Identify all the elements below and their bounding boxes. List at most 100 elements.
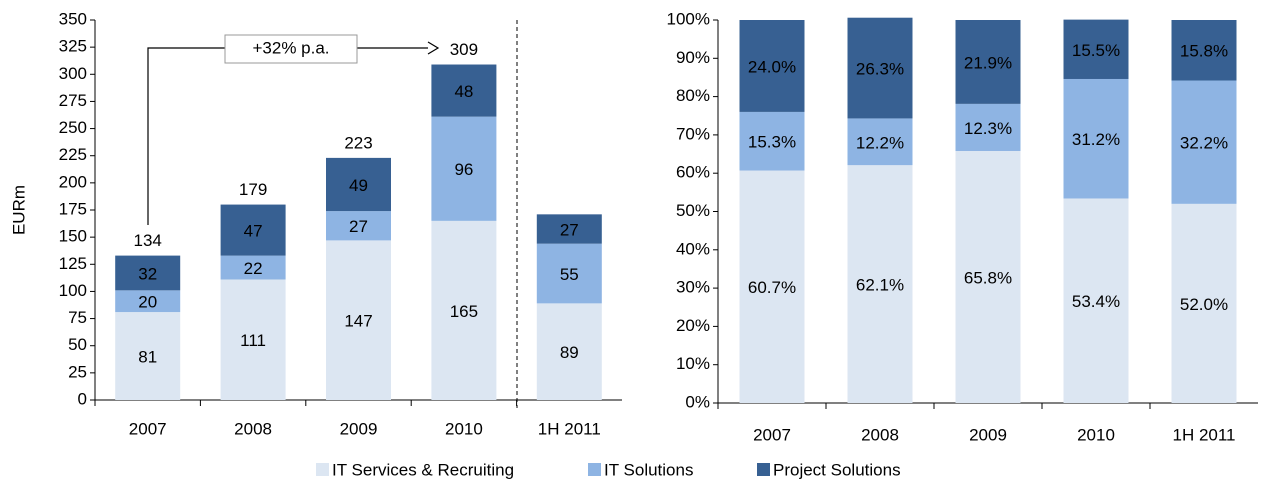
data-label: 165	[450, 302, 478, 321]
data-label: 96	[454, 160, 473, 179]
x-tick-label: 2008	[861, 425, 899, 444]
bar-segment	[431, 64, 497, 117]
bar-segment	[115, 255, 181, 291]
data-label: 27	[349, 217, 368, 236]
x-tick-label: 2007	[129, 419, 167, 438]
bar-segment	[739, 20, 805, 112]
data-label: 81	[138, 348, 157, 367]
data-label: 32.2%	[1180, 134, 1228, 153]
data-label: 111	[240, 331, 266, 350]
y-tick-label: 90%	[676, 48, 710, 67]
data-label: 48	[454, 82, 473, 101]
y-tick-label: 275	[59, 91, 87, 110]
y-tick-label: 20%	[676, 316, 710, 335]
y-tick-label: 25	[68, 362, 87, 381]
y-tick-label: 150	[59, 227, 87, 246]
bar-segment	[326, 211, 391, 241]
bar-segment	[847, 17, 913, 119]
x-tick-label: 1H 2011	[1172, 425, 1235, 444]
bar-segment	[847, 165, 913, 403]
y-tick-label: 10%	[676, 354, 710, 373]
legend-swatch	[757, 463, 770, 476]
legend-label: IT Services & Recruiting	[332, 460, 514, 479]
data-label: 12.2%	[856, 133, 904, 152]
y-tick-label: 200	[59, 172, 87, 191]
data-label: 32	[138, 264, 157, 283]
bar-segment	[1063, 19, 1129, 79]
arrow-head	[427, 41, 440, 55]
data-label: 53.4%	[1072, 292, 1120, 311]
legend-swatch	[588, 463, 601, 476]
total-label: 309	[450, 40, 478, 59]
total-label: 179	[239, 180, 267, 199]
y-tick-label: 250	[59, 118, 87, 137]
bar-segment	[1063, 198, 1129, 403]
x-tick-label: 2007	[753, 425, 791, 444]
y-tick-label: 75	[68, 308, 87, 327]
data-label: 20	[138, 293, 157, 312]
data-label: 147	[344, 312, 372, 331]
y-tick-label: 350	[59, 9, 87, 28]
data-label: 47	[244, 222, 263, 241]
y-tick-label: 300	[59, 64, 87, 83]
y-tick-label: 40%	[676, 239, 710, 258]
total-label: 134	[134, 231, 162, 250]
data-label: 15.5%	[1072, 41, 1120, 60]
y-tick-label: 325	[59, 37, 87, 56]
y-axis-label: EURm	[9, 185, 28, 235]
y-tick-label: 0%	[685, 392, 710, 411]
data-label: 31.2%	[1072, 130, 1120, 149]
bar-segment	[220, 204, 286, 256]
annotation: +32% p.a.	[252, 38, 329, 57]
x-tick-label: 2010	[1077, 425, 1115, 444]
x-tick-label: 2010	[445, 419, 483, 438]
legend-label: Project Solutions	[773, 460, 901, 479]
bar-segment	[326, 240, 391, 400]
bar-segment	[739, 170, 805, 403]
x-tick-label: 1H 2011	[538, 419, 601, 438]
data-label: 15.8%	[1180, 42, 1228, 61]
bar-segment	[1063, 78, 1129, 199]
legend-swatch	[316, 463, 329, 476]
x-tick-label: 2009	[340, 419, 378, 438]
bar-segment	[739, 111, 805, 171]
bar-segment	[1171, 20, 1237, 81]
data-label: 27	[560, 220, 579, 239]
bar-segment	[1171, 80, 1237, 204]
data-label: 12.3%	[964, 119, 1012, 138]
legend-label: IT Solutions	[604, 460, 693, 479]
bar-segment	[955, 20, 1021, 104]
data-label: 55	[560, 265, 579, 284]
growth-arrow	[147, 47, 428, 225]
y-tick-label: 50	[68, 335, 87, 354]
bar-segment	[115, 312, 181, 400]
y-tick-label: 80%	[676, 86, 710, 105]
bar-segment	[955, 150, 1021, 403]
y-tick-label: 100	[59, 281, 87, 300]
y-tick-label: 225	[59, 145, 87, 164]
data-label: 89	[560, 343, 579, 362]
y-tick-label: 175	[59, 199, 87, 218]
x-tick-label: 2009	[969, 425, 1007, 444]
bar-segment	[847, 118, 913, 166]
data-label: 60.7%	[748, 278, 796, 297]
data-label: 24.0%	[748, 57, 796, 76]
bar-segment	[536, 303, 602, 400]
data-label: 65.8%	[964, 268, 1012, 287]
data-label: 15.3%	[748, 133, 796, 152]
bar-segment	[431, 116, 497, 221]
data-label: 21.9%	[964, 53, 1012, 72]
bar-segment	[220, 279, 286, 400]
y-tick-label: 60%	[676, 163, 710, 182]
bar-segment	[1171, 203, 1237, 403]
bar-segment	[431, 220, 497, 400]
annotation-box	[224, 34, 358, 64]
data-label: 52.0%	[1180, 295, 1228, 314]
bar-segment	[326, 157, 391, 212]
data-label: 62.1%	[856, 276, 904, 295]
data-label: 49	[349, 176, 368, 195]
data-label: 26.3%	[856, 60, 904, 79]
bar-segment	[955, 103, 1021, 151]
y-tick-label: 70%	[676, 124, 710, 143]
